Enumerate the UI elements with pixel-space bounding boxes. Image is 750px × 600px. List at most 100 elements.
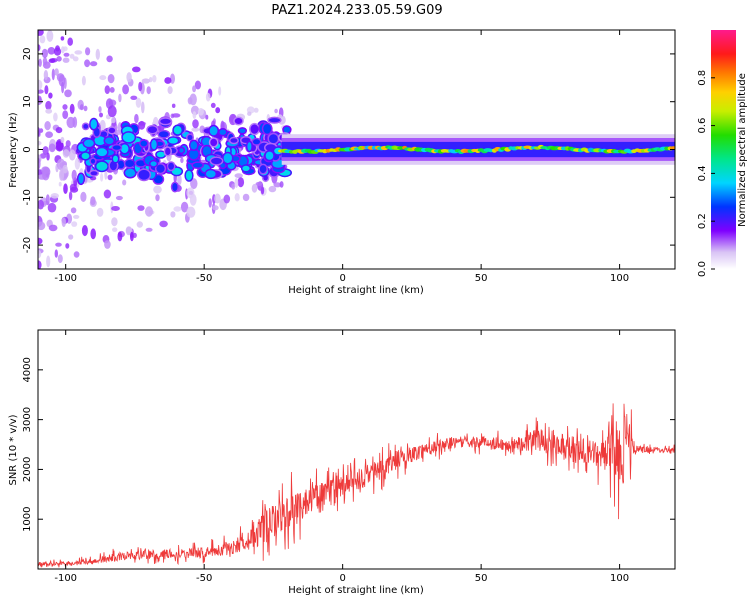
heatmap-blob — [219, 129, 227, 135]
heatmap-blob — [107, 105, 117, 118]
heatmap-blob — [231, 183, 236, 190]
heatmap-blob — [173, 206, 182, 212]
heatmap-blob — [242, 193, 250, 202]
heatmap-blob — [44, 121, 51, 131]
heatmap-blob — [192, 111, 197, 119]
heatmap-blob — [74, 50, 83, 55]
spectrogram-x-ticks: -100 -50 0 50 100 — [54, 30, 629, 284]
heatmap-blob — [42, 57, 48, 66]
heatmap-blob — [73, 251, 80, 258]
heatmap-blob — [190, 178, 198, 190]
heatmap-blob — [45, 194, 50, 206]
heatmap-blob — [185, 170, 193, 181]
heatmap-blob — [90, 171, 98, 176]
heatmap-blob — [158, 131, 169, 138]
heatmap-blob — [48, 58, 56, 63]
heatmap-blob — [100, 173, 104, 182]
heatmap-blob — [54, 249, 58, 258]
colorbar-tick-label: 0.2 — [697, 213, 708, 229]
heatmap-blob — [669, 146, 675, 150]
colorbar: 0.0 0.2 0.4 0.6 0.8 Normalized spectral ampl… — [697, 30, 748, 277]
heatmap-blob — [186, 206, 196, 218]
heatmap-blob — [268, 118, 281, 123]
heatmap-blob — [38, 250, 42, 259]
heatmap-blob — [68, 234, 74, 240]
heatmap-blob — [208, 198, 212, 208]
x-tick-label: 0 — [339, 573, 345, 584]
x-tick-label: -100 — [54, 573, 77, 584]
x-tick-label: -50 — [196, 573, 212, 584]
heatmap-blob — [187, 134, 193, 141]
heatmap-blob — [51, 68, 55, 81]
heatmap-blob — [251, 183, 258, 193]
y-tick-label: 20 — [22, 48, 33, 61]
heatmap-blob — [247, 111, 252, 116]
heatmap-blob — [145, 227, 153, 232]
heatmap-blob — [147, 126, 157, 133]
colorbar-ticks: 0.0 0.2 0.4 0.6 0.8 — [697, 70, 715, 277]
heatmap-blob — [273, 182, 282, 188]
heatmap-blob — [55, 127, 63, 134]
heatmap-blob — [269, 134, 278, 144]
heatmap-blob — [45, 100, 52, 110]
heatmap-blob — [61, 217, 66, 228]
heatmap-blob — [239, 128, 246, 133]
heatmap-blob — [192, 85, 197, 93]
heatmap-blob — [84, 139, 94, 147]
heatmap-blob — [138, 169, 150, 180]
heatmap-blob — [83, 105, 88, 112]
figure-title: PAZ1.2024.233.05.59.G09 — [271, 3, 442, 18]
heatmap-blob — [186, 187, 195, 199]
heatmap-blob — [110, 117, 116, 124]
colorbar-scale — [711, 30, 736, 269]
heatmap-blob — [38, 157, 41, 170]
heatmap-blob — [42, 169, 50, 181]
heatmap-blob — [170, 211, 176, 218]
heatmap-blob — [259, 165, 267, 174]
heatmap-blob — [48, 143, 56, 153]
heatmap-blob — [58, 181, 62, 187]
heatmap-blob — [250, 124, 259, 134]
heatmap-blob — [173, 126, 182, 135]
heatmap-blob — [111, 206, 120, 211]
heatmap-blob — [113, 155, 118, 162]
heatmap-blob — [38, 79, 43, 91]
heatmap-blob — [62, 110, 69, 119]
heatmap-blob — [38, 95, 42, 102]
heatmap-blob — [153, 175, 163, 184]
heatmap-blob — [145, 206, 153, 217]
heatmap-blob — [140, 140, 148, 147]
heatmap-blob — [134, 143, 142, 154]
heatmap-blob — [120, 144, 129, 153]
y-tick-label: 3000 — [22, 407, 33, 432]
y-tick-label: -10 — [22, 189, 33, 205]
heatmap-blob — [179, 148, 184, 153]
heatmap-blob — [70, 207, 77, 214]
heatmap-blob — [151, 139, 157, 150]
heatmap-blob — [109, 87, 115, 93]
heatmap-blob — [265, 151, 274, 160]
heatmap-blob — [152, 75, 157, 83]
heatmap-blob — [107, 174, 113, 181]
heatmap-blob — [61, 81, 65, 94]
heatmap-blob — [46, 152, 50, 161]
heatmap-blob — [230, 138, 238, 143]
colorbar-tick-label: 0.0 — [697, 261, 708, 277]
heatmap-blob — [45, 108, 53, 114]
heatmap-blob — [234, 178, 239, 188]
heatmap-blob — [67, 37, 73, 46]
heatmap-blob — [59, 169, 65, 181]
heatmap-blob — [38, 140, 42, 146]
x-tick-label: 50 — [475, 273, 488, 284]
snr-frame — [37, 329, 676, 570]
heatmap-blob — [48, 224, 58, 232]
heatmap-blob — [247, 142, 252, 151]
heatmap-blob — [122, 179, 127, 186]
snr-x-label: Height of straight line (km) — [288, 585, 424, 596]
heatmap-blob — [215, 107, 221, 114]
heatmap-blob — [118, 93, 122, 103]
heatmap-blob — [167, 86, 173, 95]
colorbar-label: Normalized spectral amplitude — [737, 73, 748, 227]
heatmap-blob — [57, 254, 63, 263]
